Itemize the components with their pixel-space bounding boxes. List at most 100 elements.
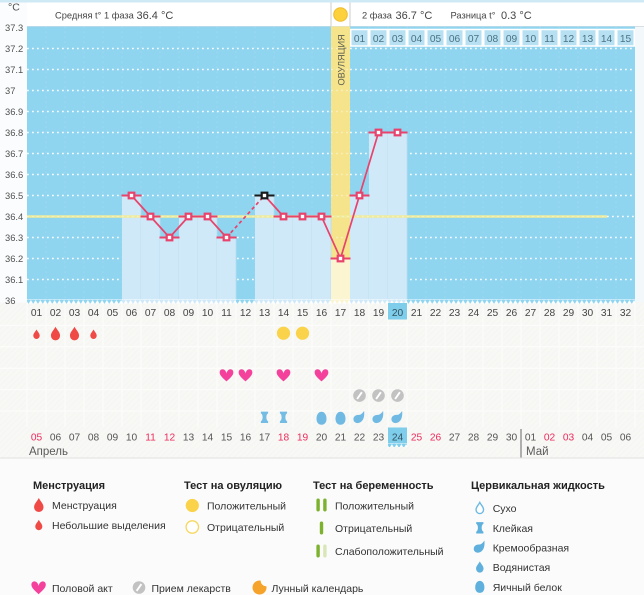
svg-text:28: 28 xyxy=(468,433,480,444)
svg-text:17: 17 xyxy=(335,308,347,319)
svg-text:20: 20 xyxy=(316,433,328,444)
svg-text:15: 15 xyxy=(221,433,233,444)
svg-text:28: 28 xyxy=(544,308,556,319)
svg-text:Разница t°: Разница t° xyxy=(451,11,496,21)
svg-text:21: 21 xyxy=(411,308,423,319)
svg-text:14: 14 xyxy=(601,34,613,45)
svg-text:Тест на овуляцию: Тест на овуляцию xyxy=(184,480,282,492)
svg-text:19: 19 xyxy=(297,433,309,444)
svg-text:02: 02 xyxy=(50,308,62,319)
svg-text:Кремообразная: Кремообразная xyxy=(493,542,569,554)
svg-text:01: 01 xyxy=(354,34,366,45)
svg-text:08: 08 xyxy=(487,34,499,45)
svg-text:06: 06 xyxy=(126,308,138,319)
svg-text:15: 15 xyxy=(297,308,309,319)
svg-text:15: 15 xyxy=(620,34,632,45)
svg-text:Менструация: Менструация xyxy=(52,500,117,512)
svg-text:Водянистая: Водянистая xyxy=(493,562,551,574)
svg-text:36.2: 36.2 xyxy=(5,253,23,264)
svg-text:16: 16 xyxy=(240,433,252,444)
svg-text:36.8: 36.8 xyxy=(5,127,23,138)
svg-text:12: 12 xyxy=(240,308,252,319)
svg-text:08: 08 xyxy=(164,308,176,319)
svg-text:02: 02 xyxy=(373,34,385,45)
svg-text:10: 10 xyxy=(525,34,537,45)
svg-text:18: 18 xyxy=(354,308,366,319)
svg-text:Яичный белок: Яичный белок xyxy=(493,582,563,594)
svg-text:18: 18 xyxy=(278,433,290,444)
svg-text:05: 05 xyxy=(107,308,119,319)
svg-text:25: 25 xyxy=(411,433,423,444)
svg-text:10: 10 xyxy=(202,308,214,319)
svg-text:11: 11 xyxy=(145,433,156,444)
svg-text:09: 09 xyxy=(506,34,518,45)
svg-text:12: 12 xyxy=(563,34,575,45)
svg-text:Тест на беременность: Тест на беременность xyxy=(313,480,434,492)
svg-text:07: 07 xyxy=(69,433,81,444)
svg-text:07: 07 xyxy=(145,308,157,319)
svg-text:03: 03 xyxy=(392,34,404,45)
svg-text:31: 31 xyxy=(601,308,613,319)
svg-text:14: 14 xyxy=(202,433,214,444)
svg-text:03: 03 xyxy=(563,433,575,444)
svg-text:03: 03 xyxy=(69,308,81,319)
svg-text:2 фаза: 2 фаза xyxy=(362,11,393,21)
svg-text:11: 11 xyxy=(544,34,555,45)
svg-text:22: 22 xyxy=(354,433,366,444)
svg-text:Май: Май xyxy=(526,446,549,458)
svg-text:Цервикальная жидкость: Цервикальная жидкость xyxy=(471,480,605,492)
svg-text:Половой акт: Половой акт xyxy=(52,583,113,595)
svg-text:04: 04 xyxy=(411,34,423,45)
svg-text:23: 23 xyxy=(373,433,385,444)
svg-text:37.1: 37.1 xyxy=(5,64,23,75)
svg-text:Прием лекарств: Прием лекарств xyxy=(152,583,232,595)
svg-text:05: 05 xyxy=(601,433,613,444)
svg-text:25: 25 xyxy=(487,308,499,319)
svg-text:19: 19 xyxy=(373,308,385,319)
svg-text:06: 06 xyxy=(50,433,62,444)
svg-text:02: 02 xyxy=(544,433,556,444)
svg-text:36.7 °C: 36.7 °C xyxy=(396,10,433,22)
svg-text:26: 26 xyxy=(430,433,442,444)
svg-text:36.4 °C: 36.4 °C xyxy=(137,10,174,22)
svg-text:09: 09 xyxy=(183,308,195,319)
svg-text:07: 07 xyxy=(468,34,480,45)
svg-text:Положительный: Положительный xyxy=(335,501,414,513)
svg-text:36.6: 36.6 xyxy=(5,169,23,180)
svg-text:30: 30 xyxy=(582,308,594,319)
svg-text:01: 01 xyxy=(31,308,43,319)
svg-text:ОВУЛЯЦИЯ: ОВУЛЯЦИЯ xyxy=(336,34,346,85)
svg-text:36.5: 36.5 xyxy=(5,190,23,201)
svg-text:23: 23 xyxy=(449,308,461,319)
svg-text:°C: °C xyxy=(8,2,20,14)
svg-text:13: 13 xyxy=(582,34,594,45)
svg-text:36.9: 36.9 xyxy=(5,106,23,117)
svg-text:36.4: 36.4 xyxy=(5,211,23,222)
svg-text:13: 13 xyxy=(259,308,271,319)
svg-text:Слабоположительный: Слабоположительный xyxy=(335,546,444,558)
svg-text:37: 37 xyxy=(5,85,15,96)
svg-text:36.7: 36.7 xyxy=(5,148,23,159)
svg-text:09: 09 xyxy=(107,433,119,444)
svg-text:24: 24 xyxy=(468,308,480,319)
svg-text:05: 05 xyxy=(31,433,43,444)
svg-text:30: 30 xyxy=(506,433,518,444)
svg-text:14: 14 xyxy=(278,308,290,319)
svg-text:36: 36 xyxy=(5,295,15,306)
svg-text:Отрицательный: Отрицательный xyxy=(207,522,284,534)
svg-text:36.3: 36.3 xyxy=(5,232,23,243)
svg-text:08: 08 xyxy=(88,433,100,444)
svg-text:Положительный: Положительный xyxy=(207,501,286,513)
svg-text:06: 06 xyxy=(449,34,461,45)
svg-text:Отрицательный: Отрицательный xyxy=(335,523,412,535)
svg-text:13: 13 xyxy=(183,433,195,444)
svg-text:Сухо: Сухо xyxy=(493,503,517,515)
svg-text:27: 27 xyxy=(525,308,537,319)
svg-text:Апрель: Апрель xyxy=(29,446,68,458)
svg-text:10: 10 xyxy=(126,433,138,444)
svg-text:22: 22 xyxy=(430,308,442,319)
svg-text:Небольшие выделения: Небольшие выделения xyxy=(52,520,166,532)
svg-text:Менструация: Менструация xyxy=(33,480,105,492)
svg-text:24: 24 xyxy=(392,433,404,444)
svg-text:32: 32 xyxy=(620,308,632,319)
